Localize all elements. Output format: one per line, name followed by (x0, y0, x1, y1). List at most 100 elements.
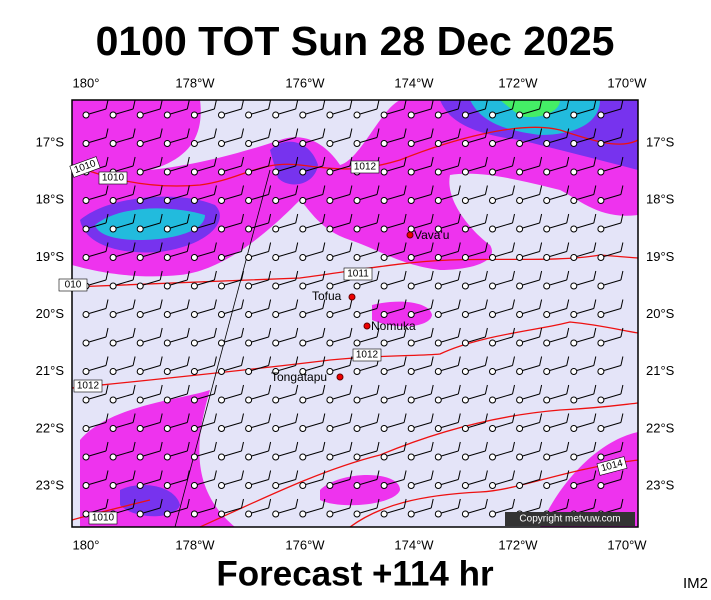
barb-flag (132, 299, 136, 309)
barb-flag (186, 356, 190, 366)
barb-station (245, 453, 253, 461)
barb-flag (484, 327, 488, 338)
wind-barb (109, 270, 136, 290)
barb-flag (457, 441, 461, 452)
barb-flag (620, 242, 624, 252)
barb-flag (159, 128, 163, 138)
barb-station (272, 396, 280, 404)
barb-flag (322, 470, 326, 480)
barb-station (516, 482, 524, 489)
barb-station (570, 168, 578, 176)
barb-station (543, 197, 551, 204)
lon-label-top: 178°W (175, 75, 215, 90)
lon-label-top: 170°W (607, 75, 647, 90)
barb-station (218, 111, 225, 119)
barb-flag (620, 413, 624, 423)
barb-staff (224, 336, 242, 343)
barb-staff (468, 393, 486, 400)
barb-staff (522, 165, 540, 172)
barb-station (570, 197, 578, 204)
barb-station (516, 453, 524, 461)
barb-flag (430, 299, 434, 309)
barb-flag (159, 498, 163, 509)
barb-flag (349, 299, 353, 309)
barb-flag (430, 441, 434, 452)
barb-staff (278, 308, 296, 314)
barb-staff (332, 365, 351, 371)
barb-station (489, 225, 496, 233)
copyright: Copyright metvuw.com (519, 514, 620, 525)
barb-station (434, 111, 442, 119)
wind-barb (163, 327, 190, 347)
barb-staff (495, 137, 513, 143)
wind-barb (407, 441, 434, 461)
wind-barb (543, 156, 570, 176)
barb-station (461, 510, 469, 518)
wind-barb (353, 413, 380, 432)
barb-flag (105, 156, 109, 167)
wind-barb (245, 413, 272, 432)
barb-station (597, 168, 605, 176)
barb-flag (484, 99, 488, 110)
barb-flag (213, 156, 217, 167)
barb-staff (522, 422, 540, 428)
barb-staff (305, 507, 323, 514)
isobar-label: 1011 (343, 267, 373, 281)
wind-barb (353, 128, 380, 147)
wind-barb (136, 299, 163, 318)
barb-staff (603, 479, 622, 485)
barb-staff (143, 279, 161, 286)
wind-barb (434, 413, 461, 432)
wind-barb (353, 441, 380, 461)
wind-barb (82, 356, 109, 375)
barb-flag (268, 470, 272, 480)
wind-barb (353, 327, 380, 347)
barb-flag (105, 327, 109, 338)
barb-flag (132, 270, 136, 281)
barb-staff (495, 479, 513, 485)
isobar-label: 1010 (88, 511, 118, 525)
barb-flag (295, 185, 299, 195)
barb-flag (457, 156, 461, 167)
wind-barb (543, 441, 570, 461)
lat-label-right: 17°S (646, 134, 675, 149)
barb-station (82, 225, 90, 233)
wind-barb (218, 99, 244, 119)
isobar-label-text: 010 (65, 280, 82, 291)
wind-barb (218, 413, 244, 432)
barb-station (461, 368, 469, 375)
barb-flag (241, 185, 244, 195)
barb-station (299, 311, 307, 318)
barb-staff (170, 222, 188, 229)
wind-barb (516, 356, 543, 375)
wind-barb (380, 356, 407, 375)
barb-station (434, 368, 442, 375)
wind-barb (218, 185, 244, 204)
barb-staff (332, 108, 351, 115)
barb-station (543, 311, 551, 318)
barb-flag (268, 242, 272, 252)
barb-station (380, 453, 388, 461)
barb-flag (484, 128, 488, 138)
barb-station (543, 140, 551, 147)
barb-station (218, 140, 225, 147)
barb-flag (512, 413, 515, 423)
barb-station (461, 482, 469, 489)
barb-flag (159, 441, 163, 452)
wind-barb (570, 213, 597, 233)
wind-barb (489, 128, 515, 147)
barb-station (218, 510, 225, 518)
barb-staff (441, 222, 459, 229)
barb-station (516, 140, 524, 147)
barb-flag (566, 128, 570, 138)
barb-flag (322, 384, 326, 395)
barb-flag (620, 299, 624, 309)
barb-station (353, 254, 361, 261)
barb-staff (88, 222, 107, 229)
barb-flag (213, 413, 217, 423)
barb-staff (576, 108, 594, 115)
barb-staff (143, 137, 161, 143)
barb-station (543, 225, 551, 233)
wind-barb (109, 356, 136, 375)
